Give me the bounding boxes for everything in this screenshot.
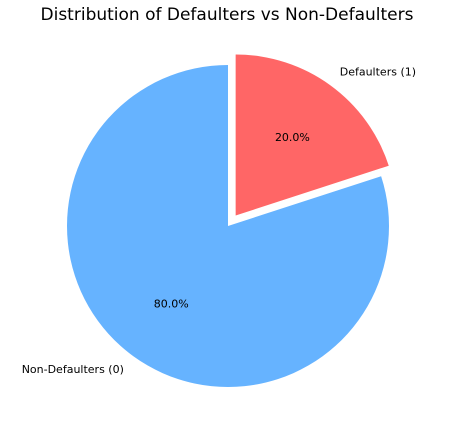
slice-label-non-defaulters-0: Non-Defaulters (0) <box>22 363 124 376</box>
chart-title: Distribution of Defaulters vs Non-Defaul… <box>41 5 414 25</box>
pie-slices <box>67 54 389 387</box>
slice-label-defaulters-1: Defaulters (1) <box>340 66 416 79</box>
pct-label-non-defaulters-0: 80.0% <box>154 298 189 311</box>
pct-label-defaulters-1: 20.0% <box>275 131 310 144</box>
